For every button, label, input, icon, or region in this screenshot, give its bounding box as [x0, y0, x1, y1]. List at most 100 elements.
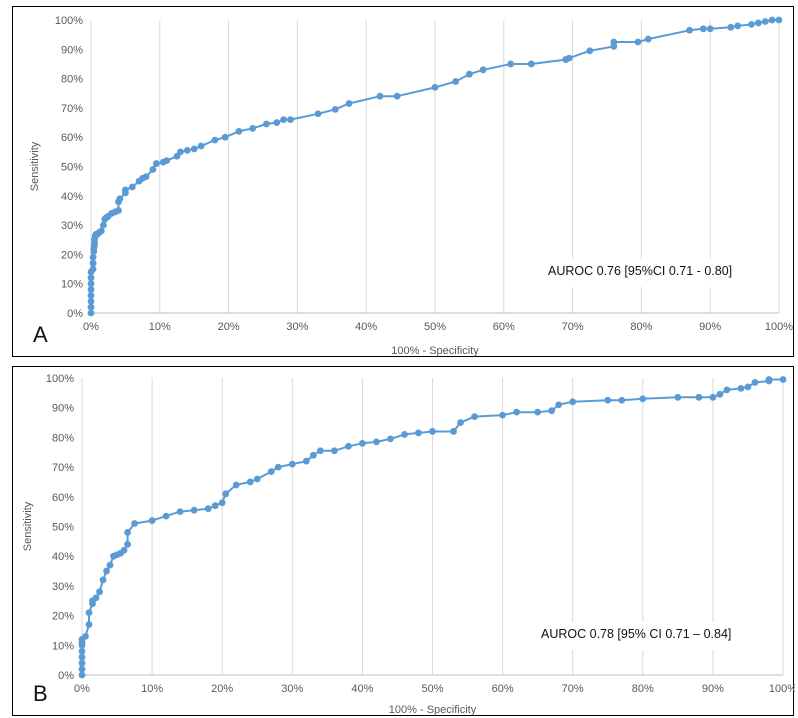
x-tick-label: 20% [211, 683, 233, 695]
data-point [709, 393, 717, 401]
data-point [204, 505, 212, 513]
data-point [331, 105, 339, 113]
x-tick-label: 30% [286, 321, 308, 333]
data-point [376, 92, 384, 100]
panel-label-a: A [33, 322, 48, 347]
roc-curve-points [87, 16, 783, 317]
data-point [466, 70, 473, 78]
data-point [162, 512, 170, 520]
data-point [124, 540, 131, 548]
data-point [211, 502, 219, 510]
data-point [106, 561, 114, 569]
data-point [78, 647, 86, 655]
auroc-annotation: AUROC 0.76 [95%CI 0.71 - 0.80] [548, 264, 732, 278]
data-point [775, 16, 783, 24]
x-tick-label: 0% [83, 321, 99, 333]
data-point [89, 259, 97, 267]
data-point [330, 447, 338, 455]
x-tick-label: 50% [421, 683, 443, 695]
x-tick-label: 70% [562, 321, 584, 333]
data-point [131, 520, 138, 527]
data-point [751, 379, 759, 386]
data-point [288, 460, 296, 468]
data-point [274, 463, 282, 471]
data-point [97, 227, 105, 235]
data-point [761, 18, 769, 25]
data-point [222, 490, 230, 498]
x-tick-label: 90% [699, 321, 721, 333]
data-point [128, 183, 136, 191]
data-point [99, 576, 107, 584]
x-axis-label: 100% - Specificity [389, 704, 477, 716]
data-point [359, 439, 366, 447]
data-point [569, 398, 577, 406]
x-tick-label: 90% [702, 683, 724, 695]
data-point [116, 195, 124, 203]
data-point [232, 481, 240, 489]
data-point [280, 116, 288, 124]
data-point [314, 110, 322, 118]
data-point [344, 442, 352, 450]
auroc-annotation-box [532, 622, 764, 650]
auroc-annotation: AUROC 0.78 [95% CI 0.71 – 0.84] [541, 627, 731, 641]
x-tick-label: 80% [630, 321, 652, 333]
y-axis-label: Sensitivity [22, 501, 34, 551]
y-tick-label: 30% [61, 220, 83, 232]
data-point [78, 653, 86, 661]
data-point [302, 457, 310, 465]
data-point [89, 265, 97, 273]
data-point [604, 396, 612, 404]
data-point [450, 428, 457, 435]
data-point [634, 38, 642, 46]
data-point [586, 47, 594, 55]
x-tick-labels: 0% 10% 20% 30% 40% 50% 60% 70% 80% 90% 100% [83, 321, 793, 333]
data-point [686, 26, 693, 34]
y-tick-label: 70% [52, 462, 74, 474]
data-point [737, 384, 745, 392]
data-point [727, 23, 735, 31]
data-point [527, 60, 535, 68]
data-point [723, 386, 731, 394]
y-tick-label: 10% [61, 279, 83, 291]
y-tick-label: 90% [61, 44, 83, 56]
data-point [706, 25, 714, 33]
x-tick-label: 100% [769, 683, 795, 695]
data-point [373, 438, 380, 446]
data-point [87, 297, 95, 305]
data-point [779, 376, 787, 383]
data-point [87, 280, 95, 288]
data-point [78, 659, 86, 667]
data-point [87, 274, 95, 282]
data-point [218, 499, 226, 507]
data-point [211, 136, 219, 144]
data-point [177, 148, 184, 156]
data-point [263, 120, 270, 128]
data-point [176, 508, 184, 516]
data-point [393, 92, 401, 100]
data-point [87, 309, 95, 317]
x-tick-label: 0% [74, 683, 90, 695]
data-point [387, 435, 394, 443]
data-point [87, 286, 95, 293]
x-tick-label: 40% [355, 321, 377, 333]
data-point [96, 588, 103, 596]
data-point [87, 292, 95, 299]
y-axis-label: Sensitivity [29, 141, 41, 191]
y-tick-label: 100% [46, 373, 74, 385]
data-point [548, 407, 556, 415]
data-point [748, 20, 755, 28]
y-tick-labels: 0% 10% 20% 30% 40% 50% 60% 70% 80% 90% 100% [55, 15, 83, 320]
data-point [471, 413, 478, 421]
roc-curve-points [78, 376, 787, 679]
data-point [534, 408, 542, 416]
panel-label-b: B [33, 681, 48, 706]
data-point [479, 66, 487, 74]
y-tick-label: 40% [52, 551, 74, 563]
data-point [197, 142, 205, 150]
data-point [148, 517, 156, 524]
data-point [103, 567, 110, 575]
data-point [235, 127, 243, 135]
y-tick-label: 20% [61, 249, 83, 261]
data-point [124, 529, 131, 536]
data-point [457, 419, 464, 426]
